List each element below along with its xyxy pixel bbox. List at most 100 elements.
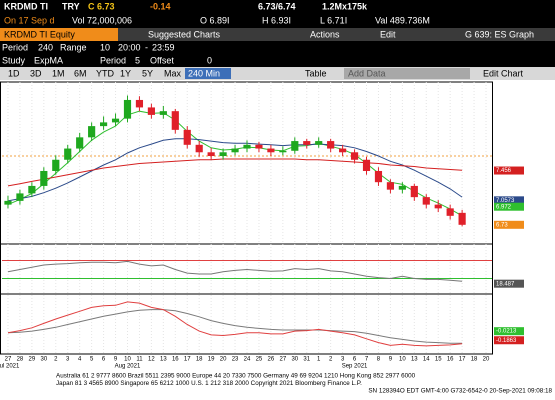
- x-tick-label: 25: [256, 357, 263, 363]
- value-tag: -0.0213: [496, 329, 517, 335]
- candle-body: [279, 150, 287, 153]
- candle-body: [76, 137, 84, 149]
- value-tag: 18.487: [496, 281, 515, 287]
- menu-item[interactable]: G 639: ES Graph: [465, 29, 534, 39]
- setting: Period: [2, 42, 28, 52]
- setting: ExpMA: [34, 55, 63, 65]
- x-tick-label: 15: [435, 357, 442, 363]
- x-tick-label: 11: [136, 357, 143, 363]
- value-tag-bg: [494, 196, 524, 205]
- candle-body: [386, 182, 394, 190]
- candle-body: [111, 118, 120, 123]
- macd-line: [7, 301, 463, 347]
- signal-line: [7, 309, 463, 344]
- setting: Period: [100, 55, 126, 65]
- range-button[interactable]: YTD: [96, 68, 115, 78]
- x-tick-label: 5: [90, 357, 94, 363]
- range-button[interactable]: Max: [164, 68, 182, 78]
- ticker-box: [0, 28, 118, 41]
- x-tick-label: 16: [172, 357, 179, 363]
- x-tick-label: 28: [17, 357, 24, 363]
- range-button[interactable]: 1M: [52, 68, 65, 78]
- setting: 5: [135, 55, 140, 65]
- candle-body: [243, 144, 251, 149]
- x-tick-label: 30: [291, 357, 298, 363]
- x-tick-label: 3: [341, 357, 345, 363]
- x-tick-label: 30: [40, 357, 47, 363]
- candle-body: [135, 99, 144, 108]
- value-tag: 6.73: [496, 222, 508, 228]
- value-tag: -0.1863: [496, 338, 517, 344]
- month-label: Jul 2021: [0, 364, 20, 370]
- candle-body: [123, 99, 132, 119]
- x-tick-label: 16: [447, 357, 454, 363]
- range-button[interactable]: 3D: [30, 68, 42, 78]
- oscillator-line: [7, 260, 463, 282]
- menu-item[interactable]: Edit: [380, 29, 396, 39]
- candle-body: [16, 193, 24, 201]
- range-button[interactable]: 1D: [8, 68, 20, 78]
- range-button[interactable]: 240 Min: [188, 68, 220, 78]
- ma-line: [7, 158, 463, 187]
- quote-field: Vol 72,000,006: [72, 15, 132, 25]
- candle-body: [183, 129, 191, 145]
- x-tick-label: 13: [160, 357, 167, 363]
- value-tag: 6.972: [496, 204, 512, 210]
- x-tick-label: 6: [353, 357, 357, 363]
- candle-body: [195, 144, 203, 153]
- range-button[interactable]: 1Y: [120, 68, 131, 78]
- x-tick-label: 7: [365, 357, 369, 363]
- setting: 240: [38, 42, 53, 52]
- range-button[interactable]: 6M: [74, 68, 87, 78]
- ma-line: [7, 138, 463, 202]
- candle-body: [207, 152, 215, 157]
- candle-body: [291, 141, 299, 151]
- x-tick-label: 8: [377, 357, 381, 363]
- range-button[interactable]: 5Y: [142, 68, 153, 78]
- candle-body: [362, 159, 371, 171]
- quote-field: -0.14: [150, 1, 171, 11]
- menu-item[interactable]: Suggested Charts: [148, 29, 221, 39]
- menu-item[interactable]: KRDMD TI Equity: [4, 29, 75, 39]
- setting: -: [145, 42, 148, 52]
- x-tick-label: 12: [148, 357, 155, 363]
- quote-field: On 17 Sep d: [4, 15, 55, 25]
- x-tick-label: 27: [280, 357, 287, 363]
- x-tick-label: 3: [66, 357, 70, 363]
- value-tag-bg: [494, 279, 524, 288]
- candle-body: [219, 152, 227, 157]
- x-tick-label: 18: [196, 357, 203, 363]
- candle-body: [52, 159, 60, 171]
- x-tick-label: 29: [29, 357, 36, 363]
- x-tick-label: 2: [54, 357, 58, 363]
- quote-field: C 6.73: [88, 1, 115, 11]
- candle-body: [339, 148, 347, 153]
- menu-item[interactable]: Actions: [310, 29, 340, 39]
- x-tick-label: 13: [411, 357, 418, 363]
- x-tick-label: 31: [303, 357, 310, 363]
- footer-line: SN 128394O EDT GMT-4:00 G732-6542-0 20-S…: [368, 388, 552, 395]
- quote-field: Val 489.736M: [375, 15, 430, 25]
- x-tick-label: 19: [208, 357, 215, 363]
- candle-body: [100, 122, 108, 127]
- setting: 23:59: [152, 42, 175, 52]
- tool-button[interactable]: Edit Chart: [483, 68, 524, 78]
- setting: 20:00: [118, 42, 141, 52]
- tool-button[interactable]: Table: [305, 68, 327, 78]
- candle-body: [40, 170, 48, 186]
- candle-body: [267, 148, 275, 153]
- panel-frame: [0, 293, 493, 355]
- candle-body: [28, 185, 36, 194]
- x-tick-label: 10: [399, 357, 406, 363]
- setting: 10: [100, 42, 110, 52]
- tool-button[interactable]: Add Data: [348, 68, 386, 78]
- candle-body: [88, 126, 96, 138]
- candle-body: [303, 141, 311, 145]
- x-tick-label: 14: [423, 357, 430, 363]
- x-tick-label: 4: [78, 357, 82, 363]
- footer-bg: [0, 372, 555, 400]
- footer-line: Japan 81 3 4565 8900 Singapore 65 6212 1…: [56, 380, 362, 387]
- value-tag-bg: [494, 166, 524, 175]
- candle-body: [315, 141, 323, 145]
